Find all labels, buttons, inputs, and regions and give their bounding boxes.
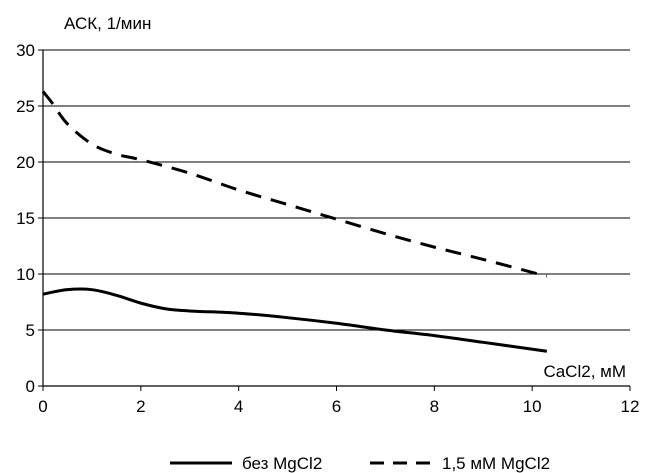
y-tick-label-5: 5 [26, 321, 35, 340]
grid-lines [43, 49, 630, 331]
series-lines [41, 90, 548, 353]
x-tick-label-4: 4 [234, 397, 243, 416]
y-axis-label: АСК, 1/мин [64, 14, 151, 33]
y-tick-label-25: 25 [16, 97, 35, 116]
series-line-1 [42, 287, 548, 353]
x-tick-labels: 0 2 4 6 8 10 12 [38, 397, 639, 416]
x-tick-label-6: 6 [332, 397, 341, 416]
y-tick-labels: 0 5 10 15 20 25 30 [16, 41, 35, 396]
x-tick-label-0: 0 [38, 397, 47, 416]
x-tick-label-8: 8 [430, 397, 439, 416]
y-tick-label-15: 15 [16, 209, 35, 228]
axes [38, 49, 631, 391]
legend-label-1: без MgCl2 [242, 454, 322, 473]
x-tick-label-12: 12 [621, 397, 640, 416]
y-tick-label-10: 10 [16, 265, 35, 284]
y-tick-label-30: 30 [16, 41, 35, 60]
x-tick-label-2: 2 [136, 397, 145, 416]
y-tick-label-0: 0 [26, 377, 35, 396]
y-tick-label-20: 20 [16, 153, 35, 172]
legend: без MgCl2 1,5 мМ MgCl2 [170, 454, 550, 473]
x-tick-label-10: 10 [523, 397, 542, 416]
series-line-2 [41, 90, 548, 278]
x-axis-label: CaCl2, мМ [543, 362, 626, 381]
legend-label-2: 1,5 мМ MgCl2 [442, 454, 550, 473]
